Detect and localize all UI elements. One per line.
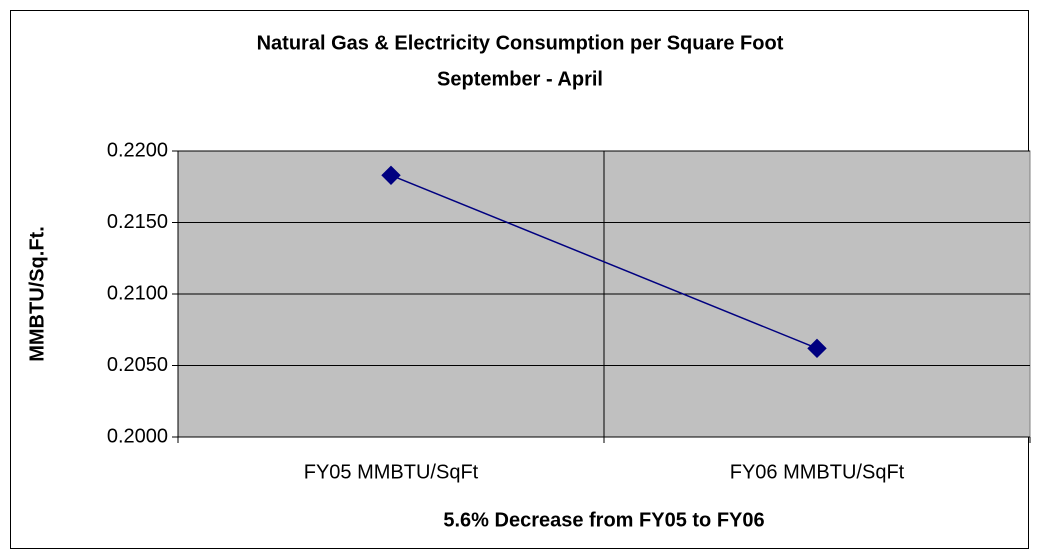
y-tick-label: 0.2100 [107, 282, 168, 304]
data-point [807, 338, 827, 359]
data-line [390, 174, 818, 350]
y-tick-label: 0.2200 [107, 139, 168, 161]
chart-title: Natural Gas & Electricity Consumption pe… [257, 32, 784, 54]
y-axis-title: MMBTU/Sq.Ft. [26, 226, 48, 362]
y-tick-label: 0.2050 [107, 354, 168, 376]
y-tick-label: 0.2000 [107, 425, 168, 447]
x-tick-label: FY06 MMBTU/SqFt [730, 461, 905, 483]
x-axis-title: 5.6% Decrease from FY05 to FY06 [443, 509, 764, 531]
y-tick-label: 0.2150 [107, 211, 168, 233]
chart-subtitle: September - April [437, 68, 603, 90]
data-point [381, 165, 401, 186]
x-tick-label: FY05 MMBTU/SqFt [304, 461, 479, 483]
